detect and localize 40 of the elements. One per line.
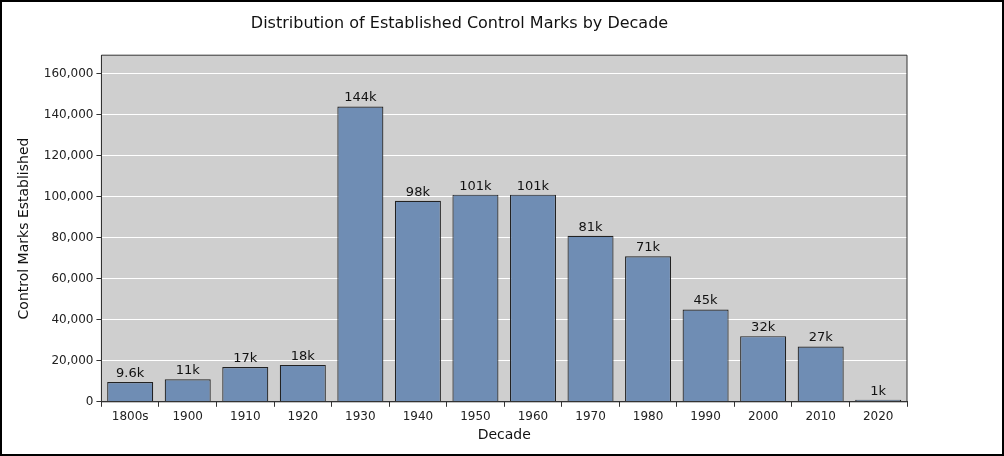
y-tick-label: 100,000 — [43, 188, 94, 203]
x-tick-label: 2000 — [747, 409, 779, 424]
data-label: 101k — [459, 177, 493, 193]
chart-title: Distribution of Established Control Marks by Decade — [250, 12, 669, 32]
y-tick-label: 80,000 — [51, 229, 94, 244]
y-tick-label: 40,000 — [51, 311, 94, 326]
x-axis-title: Decade — [477, 426, 531, 443]
x-tick-label: 1940 — [402, 409, 434, 424]
y-tick-label: 20,000 — [51, 352, 94, 367]
data-label: 71k — [636, 239, 661, 255]
x-tick-label: 1960 — [517, 409, 549, 424]
x-tick-label: 1800s — [111, 409, 149, 424]
y-tick-label: 140,000 — [43, 106, 94, 121]
data-label: 1k — [870, 382, 887, 398]
data-label: 9.6k — [116, 364, 145, 380]
y-tick-label: 0 — [85, 393, 94, 408]
data-label: 32k — [751, 319, 776, 335]
x-tick-label: 1920 — [287, 409, 319, 424]
data-label: 144k — [344, 89, 377, 105]
x-tick-label: 1950 — [460, 409, 491, 424]
y-tick-label: 60,000 — [51, 270, 94, 285]
x-tick-label: 1980 — [632, 409, 664, 424]
data-label: 17k — [233, 349, 258, 365]
data-label: 98k — [405, 183, 431, 199]
y-axis-title: Control Marks Established — [15, 137, 32, 320]
data-label: 81k — [578, 218, 604, 234]
data-label: 27k — [808, 329, 834, 345]
x-tick-label: 1900 — [172, 409, 204, 424]
x-tick-label: 1990 — [690, 409, 721, 424]
data-label: 45k — [693, 292, 719, 308]
x-tick-label: 1930 — [345, 409, 376, 424]
data-label: 11k — [175, 362, 201, 378]
data-label: 101k — [516, 177, 550, 193]
y-tick-label: 160,000 — [43, 65, 94, 80]
data-label: 18k — [290, 347, 316, 363]
y-tick-label: 120,000 — [43, 147, 94, 162]
x-tick-label: 2020 — [862, 409, 894, 424]
x-tick-label: 2010 — [805, 409, 836, 424]
x-tick-label: 1970 — [575, 409, 606, 424]
x-tick-label: 1910 — [230, 409, 261, 424]
